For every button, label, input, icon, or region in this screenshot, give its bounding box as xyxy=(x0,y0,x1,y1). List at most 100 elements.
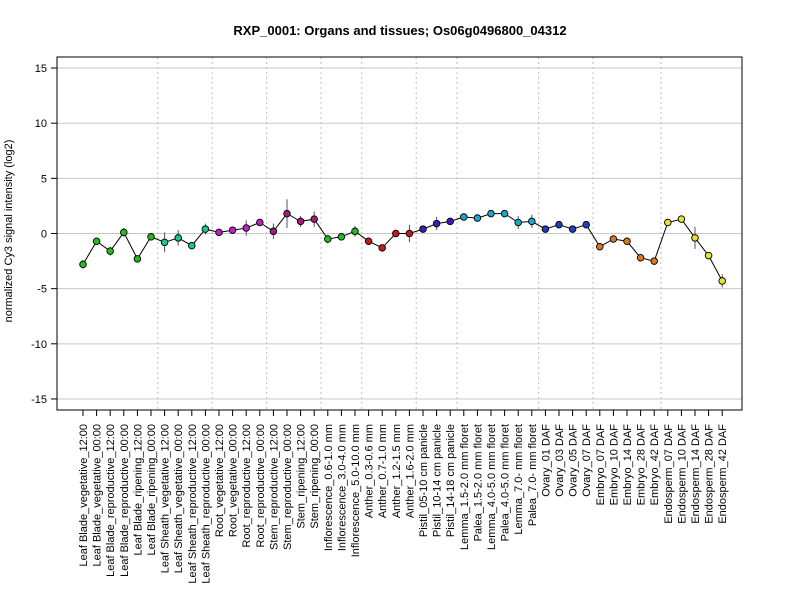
x-axis: Leaf Blade_vegetative_12:00 Leaf Blade_ve… xyxy=(78,410,729,584)
group-separators xyxy=(157,57,662,410)
x-tick-label: Anther_0.7-1.0 mm xyxy=(377,424,389,518)
data-point xyxy=(188,241,196,250)
data-point xyxy=(337,233,346,241)
x-tick-label: Stem_ripening_00:00 xyxy=(309,424,321,529)
x-tick-label: Ovary_07 DAF xyxy=(581,424,593,497)
grid-layer xyxy=(57,67,742,400)
data-point xyxy=(500,209,509,218)
data-point xyxy=(473,214,482,222)
x-tick-label: Inflorescence_5.0-10.0 mm xyxy=(350,424,362,557)
data-point xyxy=(392,229,400,238)
x-tick-label: Endosperm_42 DAF xyxy=(717,424,729,524)
data-point xyxy=(623,237,631,245)
x-tick-label: Embryo_10 DAF xyxy=(608,424,620,506)
data-point xyxy=(160,238,169,247)
data-point xyxy=(215,228,223,237)
y-tick-label: 15 xyxy=(35,63,47,75)
data-point xyxy=(460,213,468,221)
x-tick-label: Anther_1.2-1.5 mm xyxy=(391,424,403,518)
x-tick-label: Lemma_7.0- mm floret xyxy=(513,424,525,535)
x-tick-label: Palea_7.0- mm floret xyxy=(527,424,539,526)
chart-title: RXP_0001: Organs and tissues; Os06g04968… xyxy=(233,23,566,38)
data-point xyxy=(79,260,87,269)
data-point xyxy=(364,237,373,245)
y-tick-label: -5 xyxy=(37,284,47,296)
x-tick-label: Leaf Blade_ripening_00:00 xyxy=(146,424,158,556)
data-point xyxy=(677,215,686,223)
x-tick-label: Leaf Blade_ripening_12:00 xyxy=(132,424,144,556)
data-point xyxy=(296,217,305,226)
x-tick-label: Anther_1.6-2.0 mm xyxy=(404,424,416,518)
data-point xyxy=(636,254,645,262)
x-tick-label: Leaf Blade_reproductive_00:00 xyxy=(119,424,131,577)
data-point xyxy=(419,225,427,233)
x-tick-label: Leaf Blade_vegetative_12:00 xyxy=(78,424,90,567)
x-tick-label: Endosperm_14 DAF xyxy=(690,424,702,524)
data-point xyxy=(528,217,536,226)
x-tick-label: Inflorescence_3.0-4.0 mm xyxy=(336,424,348,551)
series-line xyxy=(82,212,723,282)
x-tick-label: Anther_0.3-0.6 mm xyxy=(364,424,376,518)
data-point xyxy=(201,225,210,233)
data-point xyxy=(650,257,658,265)
data-point xyxy=(351,227,359,236)
data-point xyxy=(269,227,278,236)
data-point xyxy=(446,217,454,226)
x-tick-label: Root_vegetative_00:00 xyxy=(228,424,240,537)
x-tick-label: Stem_reproductive_12:00 xyxy=(268,424,280,550)
data-point xyxy=(582,220,590,229)
x-tick-label: Leaf Sheath_reproductive_12:00 xyxy=(187,424,199,584)
x-tick-label: Palea_4.0-5.0 mm floret xyxy=(500,424,512,541)
x-tick-label: Palea_1.5-2.0 mm floret xyxy=(472,424,484,541)
data-point xyxy=(133,255,142,263)
y-tick-label: 0 xyxy=(41,229,47,241)
x-tick-label: Lemma_1.5-2.0 mm floret xyxy=(459,424,471,550)
data-point xyxy=(106,247,114,255)
data-point xyxy=(691,234,699,242)
x-tick-label: Inflorescence_0.6-1.0 mm xyxy=(323,424,335,551)
data-point xyxy=(609,235,618,243)
x-tick-label: Root_reproductive_12:00 xyxy=(241,424,253,548)
x-tick-label: Stem_ripening_12:00 xyxy=(296,424,308,529)
data-point xyxy=(596,242,604,251)
data-point xyxy=(283,209,291,218)
x-tick-label: Embryo_28 DAF xyxy=(636,424,648,506)
x-tick-label: Pistil_10-14 cm panicle xyxy=(432,424,444,537)
data-point xyxy=(704,251,713,260)
data-point xyxy=(432,219,441,228)
x-tick-label: Root_vegetative_12:00 xyxy=(214,424,226,537)
x-tick-label: Root_reproductive_00:00 xyxy=(255,424,267,548)
data-point xyxy=(664,218,672,227)
x-tick-label: Leaf Sheath_vegetative_00:00 xyxy=(173,424,185,573)
data-point xyxy=(310,215,318,223)
data-points xyxy=(79,209,726,285)
x-tick-label: Embryo_14 DAF xyxy=(622,424,634,506)
data-point xyxy=(92,237,101,245)
x-tick-label: Pistil_05-10 cm panicle xyxy=(418,424,430,537)
data-point xyxy=(228,226,237,234)
data-point xyxy=(514,218,522,227)
data-point xyxy=(147,233,155,241)
data-point xyxy=(487,209,495,218)
x-tick-label: Leaf Sheath_vegetative_12:00 xyxy=(160,424,172,573)
data-point xyxy=(405,229,414,238)
y-axis-label: normalized Cy3 signal intensity (log2) xyxy=(3,140,15,323)
x-tick-label: Leaf Blade_reproductive_12:00 xyxy=(105,424,117,577)
x-tick-label: Endosperm_28 DAF xyxy=(704,424,716,524)
x-tick-label: Leaf Sheath_reproductive_00:00 xyxy=(200,424,212,584)
data-point xyxy=(378,244,386,252)
x-tick-label: Ovary_05 DAF xyxy=(568,424,580,497)
x-tick-label: Endosperm_07 DAF xyxy=(663,424,675,524)
y-tick-label: -15 xyxy=(31,394,47,406)
data-point xyxy=(718,277,726,285)
data-point xyxy=(324,235,332,243)
x-tick-label: Embryo_07 DAF xyxy=(595,424,607,506)
y-axis: -15 -10 -5 0 5 10 15 xyxy=(31,63,57,406)
x-tick-label: Lemma_4.0-5.0 mm floret xyxy=(486,424,498,550)
x-tick-label: Ovary_01 DAF xyxy=(540,424,552,497)
x-tick-label: Stem_reproductive_00:00 xyxy=(282,424,294,550)
x-tick-label: Embryo_42 DAF xyxy=(649,424,661,506)
y-tick-label: -10 xyxy=(31,339,47,351)
data-point xyxy=(256,218,264,227)
